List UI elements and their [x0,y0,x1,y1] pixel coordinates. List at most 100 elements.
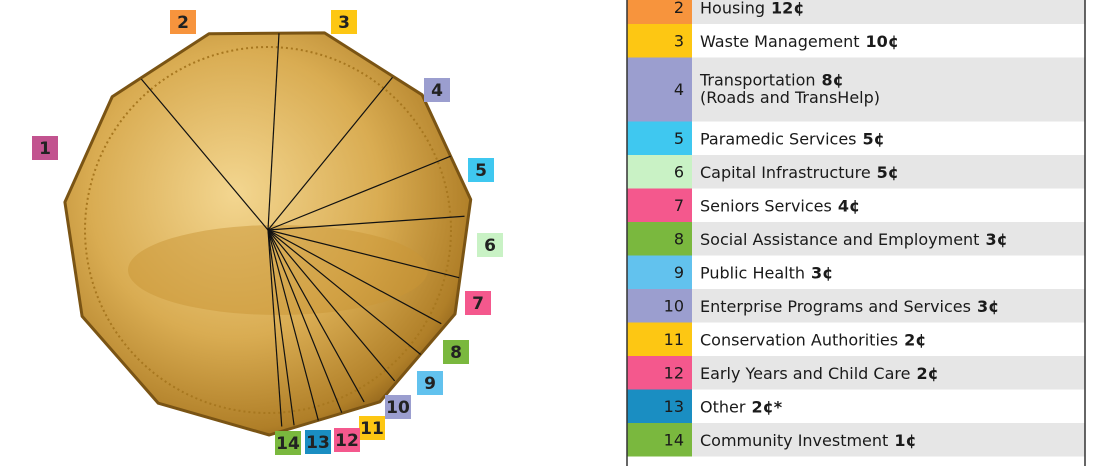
slice-label: 6 [484,236,496,256]
row-value: 4¢ [838,196,860,215]
slice-boundary [267,229,422,355]
row-value: 3¢ [811,263,833,282]
row-name: Enterprise Programs and Services [700,296,971,315]
row-background [692,155,1085,189]
row-background [692,289,1085,323]
row-color [627,289,692,323]
row-name: Public Health [700,263,805,282]
row-background [692,121,1085,155]
slice-label: 7 [472,294,484,314]
legend-table: 2 Housing 12¢ 3 Waste Management 10¢ 4 Transpor… [626,0,1086,466]
coin-rim [84,46,452,414]
row-number: 12 [664,363,684,382]
row-text: Public Health 3¢ [700,263,833,282]
slice-label-box [424,78,450,102]
slice-boundary [267,229,283,427]
row-color [627,155,692,189]
slice-boundary [267,229,319,421]
row-name: Paramedic Services [700,129,857,148]
row-name: Conservation Authorities [700,330,898,349]
slices [140,33,465,427]
slice-label-box [468,158,494,182]
row-value: 3¢ [985,229,1007,248]
row-color [627,322,692,356]
row-text: Transportation 8¢ [699,70,844,89]
row-name: Other [700,397,746,416]
row-color [627,121,692,155]
row-background [692,389,1085,423]
row-text: Conservation Authorities 2¢ [700,330,926,349]
row-text: Early Years and Child Care 2¢ [700,363,939,382]
row-color [627,255,692,289]
row-background [692,322,1085,356]
slice-label-box [417,371,443,395]
row-number: 11 [664,330,684,349]
row-background [692,222,1085,256]
row-value: 10¢ [866,31,899,50]
row-background [692,0,1085,24]
row-background [692,255,1085,289]
row-text: Social Assistance and Employment 3¢ [700,229,1008,248]
row-number: 3 [674,31,684,50]
slice-label: 14 [276,434,300,454]
row-value: 3¢ [977,296,999,315]
slice-label-box [443,340,469,364]
row-name: Transportation [699,70,816,89]
row-value: 5¢ [863,129,885,148]
row-text: Paramedic Services 5¢ [700,129,885,148]
row-name: Seniors Services [700,196,832,215]
row-color [627,423,692,457]
row-value: 8¢ [822,70,844,89]
slice-boundary [267,229,396,382]
row-name: Housing [700,0,765,17]
row-color [627,0,692,24]
slice-label: 9 [424,374,436,394]
row-number: 6 [674,162,684,181]
row-text: Capital Infrastructure 5¢ [700,162,899,181]
row-text: Seniors Services 4¢ [700,196,860,215]
slice-boundary [140,78,269,231]
slice-label-box [305,430,331,454]
row-number: 2 [674,0,684,17]
row-color [627,188,692,222]
row-value: 2¢* [751,397,782,416]
row-name: Waste Management [700,31,860,50]
row-background [692,57,1085,122]
row-color [627,356,692,390]
slice-label-box [334,428,360,452]
row-color [627,24,692,58]
row-number: 5 [674,129,684,148]
slice-boundary [267,229,343,413]
row-background [692,24,1085,58]
row-color [627,389,692,423]
slice-label: 11 [360,419,384,439]
slice-label: 2 [177,13,189,33]
slice-label: 10 [386,398,410,418]
slice-label-box [32,136,58,160]
row-number: 10 [664,296,684,315]
slice-label: 13 [306,433,330,453]
slice-label: 5 [475,161,487,181]
row-value: 12¢ [771,0,804,17]
row-value: 2¢ [904,330,926,349]
slice-boundary [267,76,393,231]
slice-boundary [267,229,460,279]
slice-label-box [359,416,385,440]
row-name: Capital Infrastructure [700,162,871,181]
slice-label-box [477,233,503,257]
row-text: Community Investment 1¢ [700,430,917,449]
row-background [692,356,1085,390]
slice-boundary [267,229,295,426]
row-text: Waste Management 10¢ [700,31,899,50]
slice-label-box [465,291,491,315]
row-number: 14 [664,430,684,449]
slice-label-box [385,395,411,419]
slice-boundary [267,229,365,403]
slice-label-box [170,10,196,34]
slice-label: 8 [450,343,462,363]
row-background [692,188,1085,222]
row-background [692,423,1085,457]
